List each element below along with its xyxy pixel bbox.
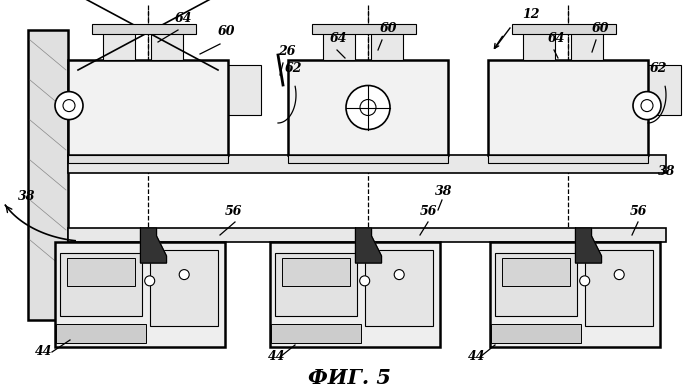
- Circle shape: [346, 86, 390, 130]
- Circle shape: [633, 91, 661, 119]
- Text: ФИГ. 5: ФИГ. 5: [308, 368, 391, 388]
- Circle shape: [394, 270, 404, 280]
- Bar: [66, 258, 135, 286]
- Text: 64: 64: [175, 12, 192, 25]
- Circle shape: [360, 276, 370, 286]
- Bar: [60, 252, 142, 315]
- Circle shape: [579, 276, 590, 286]
- Circle shape: [55, 91, 83, 119]
- Bar: [495, 252, 577, 315]
- Bar: [103, 32, 135, 60]
- Circle shape: [179, 270, 189, 280]
- Bar: [288, 60, 448, 155]
- Bar: [92, 24, 196, 34]
- Bar: [68, 155, 666, 173]
- Bar: [55, 242, 225, 347]
- Text: 60: 60: [592, 22, 610, 35]
- Bar: [585, 251, 653, 326]
- Bar: [365, 251, 433, 326]
- Text: 56: 56: [225, 205, 243, 218]
- Polygon shape: [575, 228, 602, 263]
- Bar: [312, 24, 416, 34]
- Bar: [68, 60, 228, 155]
- Text: 38: 38: [18, 190, 36, 203]
- Circle shape: [360, 100, 376, 116]
- Bar: [223, 65, 261, 115]
- Circle shape: [641, 100, 653, 112]
- Bar: [571, 32, 603, 60]
- Bar: [488, 60, 648, 155]
- Bar: [490, 242, 660, 347]
- Text: 44: 44: [468, 350, 486, 363]
- Bar: [512, 24, 616, 34]
- Text: 44: 44: [268, 350, 285, 363]
- Text: 64: 64: [330, 32, 347, 45]
- Bar: [371, 32, 403, 60]
- Bar: [643, 65, 681, 115]
- Bar: [68, 228, 666, 242]
- Polygon shape: [140, 228, 166, 263]
- Bar: [323, 32, 355, 60]
- Text: 64: 64: [548, 32, 565, 45]
- Text: 12: 12: [522, 8, 540, 21]
- Text: 56: 56: [630, 205, 647, 218]
- Text: 56: 56: [420, 205, 438, 218]
- Circle shape: [145, 276, 154, 286]
- Bar: [68, 155, 228, 163]
- Bar: [491, 324, 581, 343]
- Text: 62: 62: [285, 62, 303, 75]
- Bar: [270, 242, 440, 347]
- Text: 44: 44: [35, 345, 52, 358]
- Text: 60: 60: [380, 22, 398, 35]
- Bar: [288, 155, 448, 163]
- Bar: [523, 32, 555, 60]
- Bar: [56, 324, 146, 343]
- Text: 38: 38: [435, 185, 452, 198]
- Bar: [502, 258, 570, 286]
- Polygon shape: [356, 228, 382, 263]
- Bar: [151, 32, 183, 60]
- Bar: [150, 251, 218, 326]
- Bar: [282, 258, 350, 286]
- Text: 62: 62: [650, 62, 668, 75]
- Circle shape: [63, 100, 75, 112]
- Text: 60: 60: [218, 25, 236, 38]
- Text: 38: 38: [658, 165, 675, 178]
- Bar: [271, 324, 361, 343]
- Text: 26: 26: [278, 45, 296, 58]
- Bar: [488, 155, 648, 163]
- Circle shape: [614, 270, 624, 280]
- Bar: [275, 252, 356, 315]
- Bar: [28, 30, 68, 320]
